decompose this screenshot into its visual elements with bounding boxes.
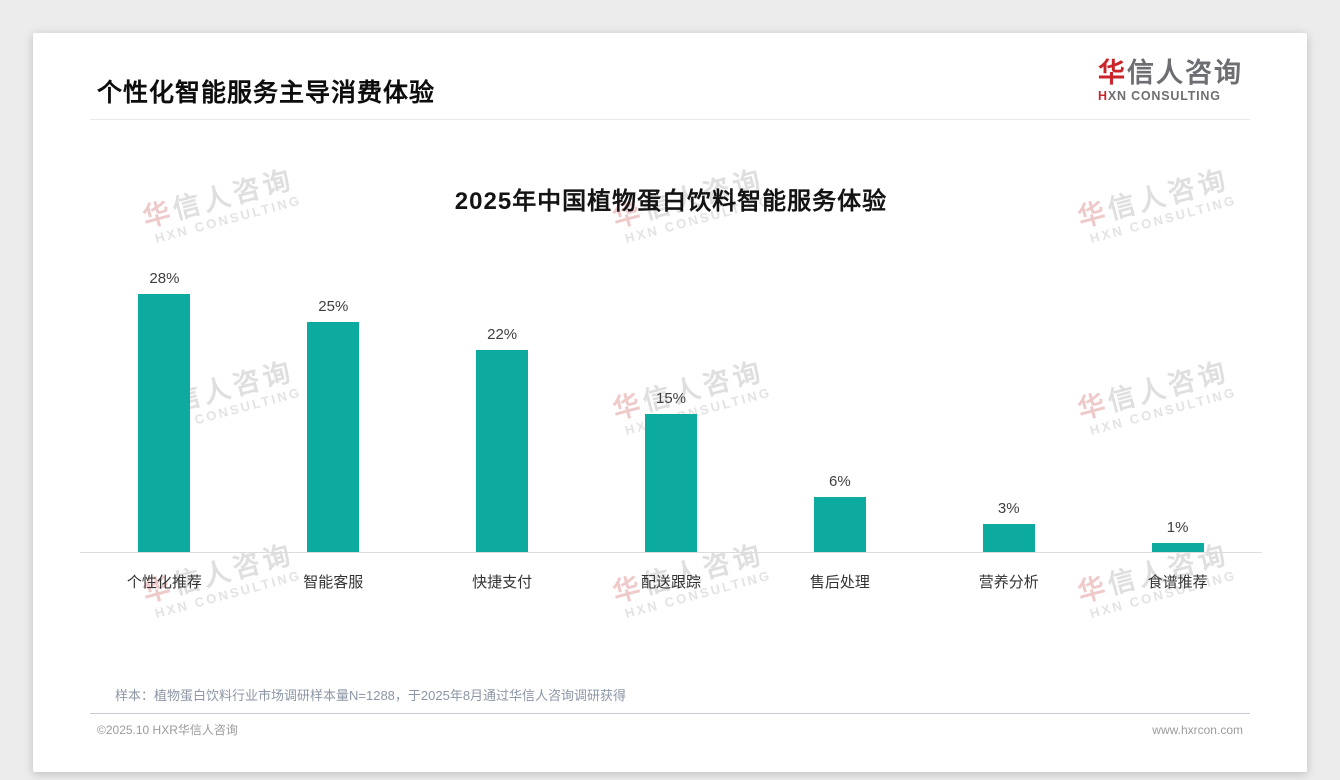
bar-category-label: 营养分析	[978, 574, 1039, 591]
bar	[476, 349, 529, 552]
slide-card: 华信人咨询 HXN CONSULTING 华信人咨询 HXN CONSULTING 华信…	[33, 33, 1307, 772]
chart-title: 2025年中国植物蛋白饮料智能服务体验	[454, 188, 888, 215]
bar-category-label: 智能客服	[303, 574, 364, 591]
bar-category-label: 食谱推荐	[1147, 574, 1208, 591]
brand-logo: 华信人咨询 HXN CONSULTING	[1098, 58, 1243, 104]
brand-logo-cn: 华信人咨询	[1098, 58, 1243, 89]
title-divider	[90, 119, 1250, 120]
bar-value-label: 25%	[318, 298, 349, 315]
brand-logo-en-accent: H	[1098, 88, 1108, 103]
bar	[813, 496, 866, 552]
bar-value-label: 15%	[655, 390, 687, 407]
bar-category-label: 快捷支付	[472, 574, 533, 591]
sample-note: 样本：植物蛋白饮料行业市场调研样本量N=1288，于2025年8月通过华信人咨询…	[115, 688, 627, 703]
bar	[1151, 542, 1204, 552]
footer: ©2025.10 HXR华信人咨询 www.hxrcon.com	[97, 721, 1243, 738]
bar-column: 22%	[418, 326, 587, 552]
bar-category-label: 个性化推荐	[126, 574, 202, 591]
labels-row: 个性化推荐 智能客服 快捷支付 配送跟踪 售后处理 营养分析 食谱推荐	[80, 554, 1262, 592]
page-title: 个性化智能服务主导消费体验	[97, 79, 436, 107]
bar-value-label: 3%	[997, 500, 1020, 518]
brand-logo-cn-text: 信人咨询	[1127, 58, 1243, 88]
bar-column: 3%	[924, 500, 1093, 552]
header: 个性化智能服务主导消费体验 华信人咨询 HXN CONSULTING	[97, 58, 1243, 109]
brand-logo-cn-accent: 华	[1098, 58, 1127, 88]
footer-divider	[90, 713, 1250, 714]
brand-logo-en-text: XN CONSULTING	[1107, 88, 1221, 103]
bars-row: 28% 25% 22% 15% 6% 3% 1%	[80, 263, 1262, 553]
bar-value-label: 1%	[1166, 518, 1189, 536]
bar	[982, 524, 1035, 552]
bar-value-label: 6%	[829, 472, 851, 490]
bar-column: 25%	[249, 298, 418, 552]
bar-value-label: 28%	[149, 270, 180, 288]
bar-column: 1%	[1093, 519, 1262, 552]
bar	[138, 294, 191, 552]
bar-value-label: 22%	[487, 325, 518, 343]
bar	[645, 414, 697, 552]
brand-logo-en: HXN CONSULTING	[1098, 88, 1243, 104]
bar	[307, 322, 360, 552]
footer-copyright: ©2025.10 HXR华信人咨询	[97, 723, 238, 737]
footer-website: www.hxrcon.com	[1152, 722, 1243, 737]
bar-category-label: 售后处理	[809, 574, 870, 591]
bar-column: 6%	[755, 473, 924, 552]
bar-category-label: 配送跟踪	[641, 574, 702, 591]
bar-column: 15%	[587, 390, 756, 552]
bar-column: 28%	[80, 270, 249, 552]
